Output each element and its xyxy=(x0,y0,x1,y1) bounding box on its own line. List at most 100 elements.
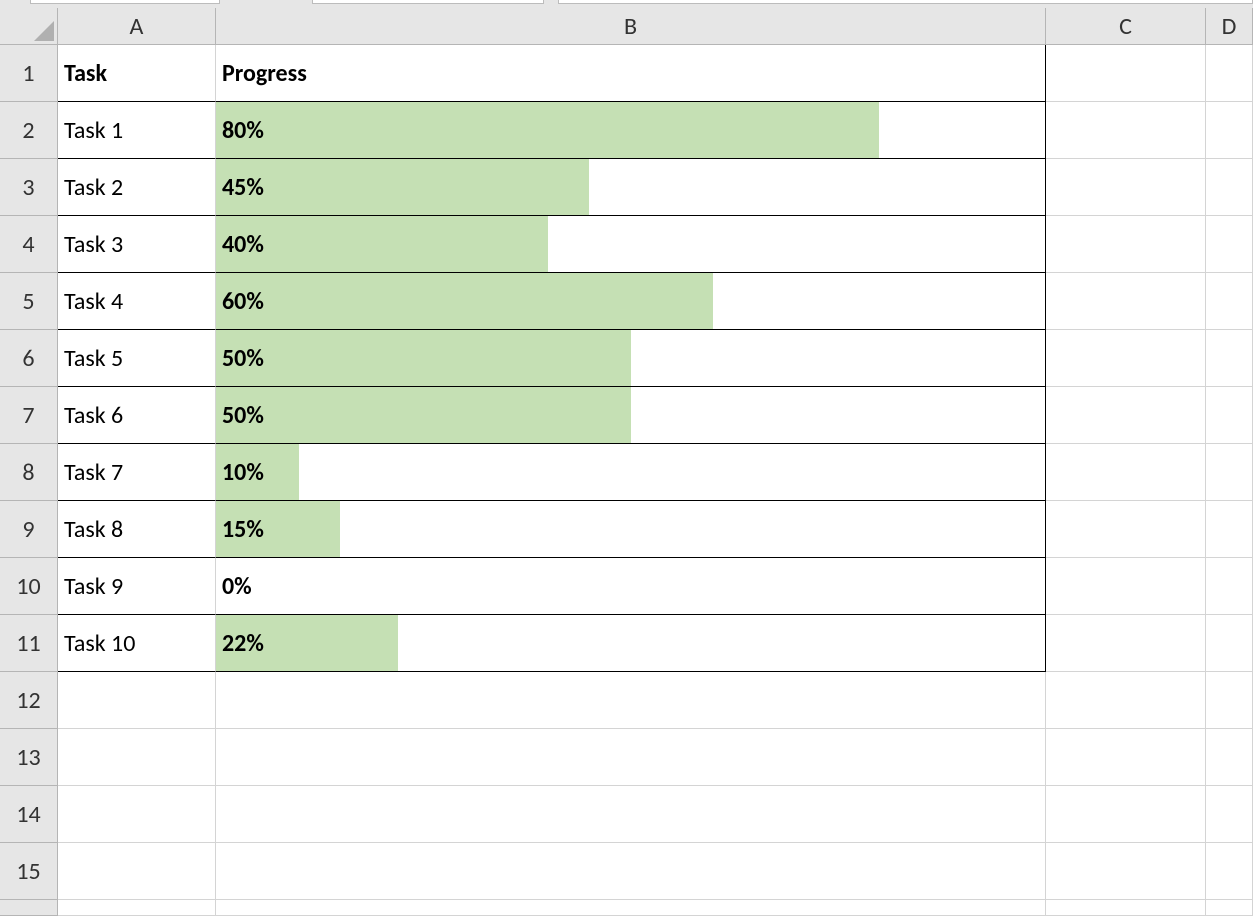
cell-D8[interactable] xyxy=(1206,444,1253,501)
cell-D14[interactable] xyxy=(1206,786,1253,843)
cell-C11[interactable] xyxy=(1046,615,1206,672)
cell-D11[interactable] xyxy=(1206,615,1253,672)
formula-bar-fragment xyxy=(0,0,1253,8)
cell-B13[interactable] xyxy=(216,729,1046,786)
cell-D13[interactable] xyxy=(1206,729,1253,786)
cell-D15[interactable] xyxy=(1206,843,1253,900)
cell-B4[interactable]: 40% xyxy=(216,216,1046,273)
cell-A5[interactable]: Task 4 xyxy=(58,273,216,330)
cell-B6[interactable]: 50% xyxy=(216,330,1046,387)
cell-D7[interactable] xyxy=(1206,387,1253,444)
row: 9Task 8 15% xyxy=(0,501,1253,558)
row-header[interactable]: 7 xyxy=(0,387,58,444)
cell-D12[interactable] xyxy=(1206,672,1253,729)
cell-A13[interactable] xyxy=(58,729,216,786)
row-header[interactable] xyxy=(0,900,58,916)
cell-B3[interactable]: 45% xyxy=(216,159,1046,216)
cell-A3[interactable]: Task 2 xyxy=(58,159,216,216)
progress-label: 50% xyxy=(216,401,264,430)
row-header[interactable]: 13 xyxy=(0,729,58,786)
data-bar xyxy=(216,159,589,215)
task-name: Task 8 xyxy=(64,515,123,544)
cell-A8[interactable]: Task 7 xyxy=(58,444,216,501)
cell-D4[interactable] xyxy=(1206,216,1253,273)
row-header[interactable]: 10 xyxy=(0,558,58,615)
cell-A10[interactable]: Task 9 xyxy=(58,558,216,615)
cell-D5[interactable] xyxy=(1206,273,1253,330)
cell-A16[interactable] xyxy=(58,900,216,916)
cell-B7[interactable]: 50% xyxy=(216,387,1046,444)
cell-B10[interactable]: 0% xyxy=(216,558,1046,615)
row-header[interactable]: 9 xyxy=(0,501,58,558)
cell-D9[interactable] xyxy=(1206,501,1253,558)
cell-D2[interactable] xyxy=(1206,102,1253,159)
data-bar xyxy=(216,102,879,158)
cell-B1[interactable]: Progress xyxy=(216,45,1046,102)
row-header[interactable]: 1 xyxy=(0,45,58,102)
column-header-d[interactable]: D xyxy=(1206,8,1253,44)
cell-B11[interactable]: 22% xyxy=(216,615,1046,672)
cell-B16[interactable] xyxy=(216,900,1046,916)
cell-A15[interactable] xyxy=(58,843,216,900)
row-header[interactable]: 4 xyxy=(0,216,58,273)
progress-label: 80% xyxy=(216,116,264,145)
row: 2Task 180% xyxy=(0,102,1253,159)
cell-A14[interactable] xyxy=(58,786,216,843)
cell-A1[interactable]: Task xyxy=(58,45,216,102)
task-name: Task 4 xyxy=(64,287,123,316)
row-header[interactable]: 2 xyxy=(0,102,58,159)
cell-C8[interactable] xyxy=(1046,444,1206,501)
row-header[interactable]: 5 xyxy=(0,273,58,330)
row-header[interactable]: 8 xyxy=(0,444,58,501)
cell-B14[interactable] xyxy=(216,786,1046,843)
cell-D16[interactable] xyxy=(1206,900,1253,916)
cell-C4[interactable] xyxy=(1046,216,1206,273)
cell-A7[interactable]: Task 6 xyxy=(58,387,216,444)
cell-B5[interactable]: 60% xyxy=(216,273,1046,330)
cell-D1[interactable] xyxy=(1206,45,1253,102)
column-header-b[interactable]: B xyxy=(216,8,1046,44)
cell-C16[interactable] xyxy=(1046,900,1206,916)
column-header-c[interactable]: C xyxy=(1046,8,1206,44)
cell-A11[interactable]: Task 10 xyxy=(58,615,216,672)
row-header[interactable]: 6 xyxy=(0,330,58,387)
cell-C6[interactable] xyxy=(1046,330,1206,387)
column-header-a[interactable]: A xyxy=(58,8,216,44)
cell-A9[interactable]: Task 8 xyxy=(58,501,216,558)
cell-B12[interactable] xyxy=(216,672,1046,729)
progress-label: 10% xyxy=(216,458,264,487)
cell-C1[interactable] xyxy=(1046,45,1206,102)
row-header[interactable]: 15 xyxy=(0,843,58,900)
row: 7Task 650% xyxy=(0,387,1253,444)
cell-B8[interactable]: 10% xyxy=(216,444,1046,501)
cell-C9[interactable] xyxy=(1046,501,1206,558)
cell-C14[interactable] xyxy=(1046,786,1206,843)
task-name: Task 3 xyxy=(64,230,123,259)
cell-A2[interactable]: Task 1 xyxy=(58,102,216,159)
cell-A6[interactable]: Task 5 xyxy=(58,330,216,387)
task-name: Task 9 xyxy=(64,572,123,601)
cell-C7[interactable] xyxy=(1046,387,1206,444)
progress-label: 0% xyxy=(216,572,252,601)
row-header[interactable]: 12 xyxy=(0,672,58,729)
cell-C10[interactable] xyxy=(1046,558,1206,615)
row-header[interactable]: 14 xyxy=(0,786,58,843)
cell-D3[interactable] xyxy=(1206,159,1253,216)
cell-C15[interactable] xyxy=(1046,843,1206,900)
cell-C12[interactable] xyxy=(1046,672,1206,729)
cell-A4[interactable]: Task 3 xyxy=(58,216,216,273)
cell-C5[interactable] xyxy=(1046,273,1206,330)
row-header[interactable]: 11 xyxy=(0,615,58,672)
cell-D10[interactable] xyxy=(1206,558,1253,615)
cell-D6[interactable] xyxy=(1206,330,1253,387)
cell-B2[interactable]: 80% xyxy=(216,102,1046,159)
cell-A12[interactable] xyxy=(58,672,216,729)
cell-B9[interactable]: 15% xyxy=(216,501,1046,558)
select-all-corner[interactable] xyxy=(0,8,58,44)
row-header[interactable]: 3 xyxy=(0,159,58,216)
cell-C3[interactable] xyxy=(1046,159,1206,216)
cell-C2[interactable] xyxy=(1046,102,1206,159)
fx-fragment xyxy=(312,0,544,4)
cell-C13[interactable] xyxy=(1046,729,1206,786)
cell-B15[interactable] xyxy=(216,843,1046,900)
